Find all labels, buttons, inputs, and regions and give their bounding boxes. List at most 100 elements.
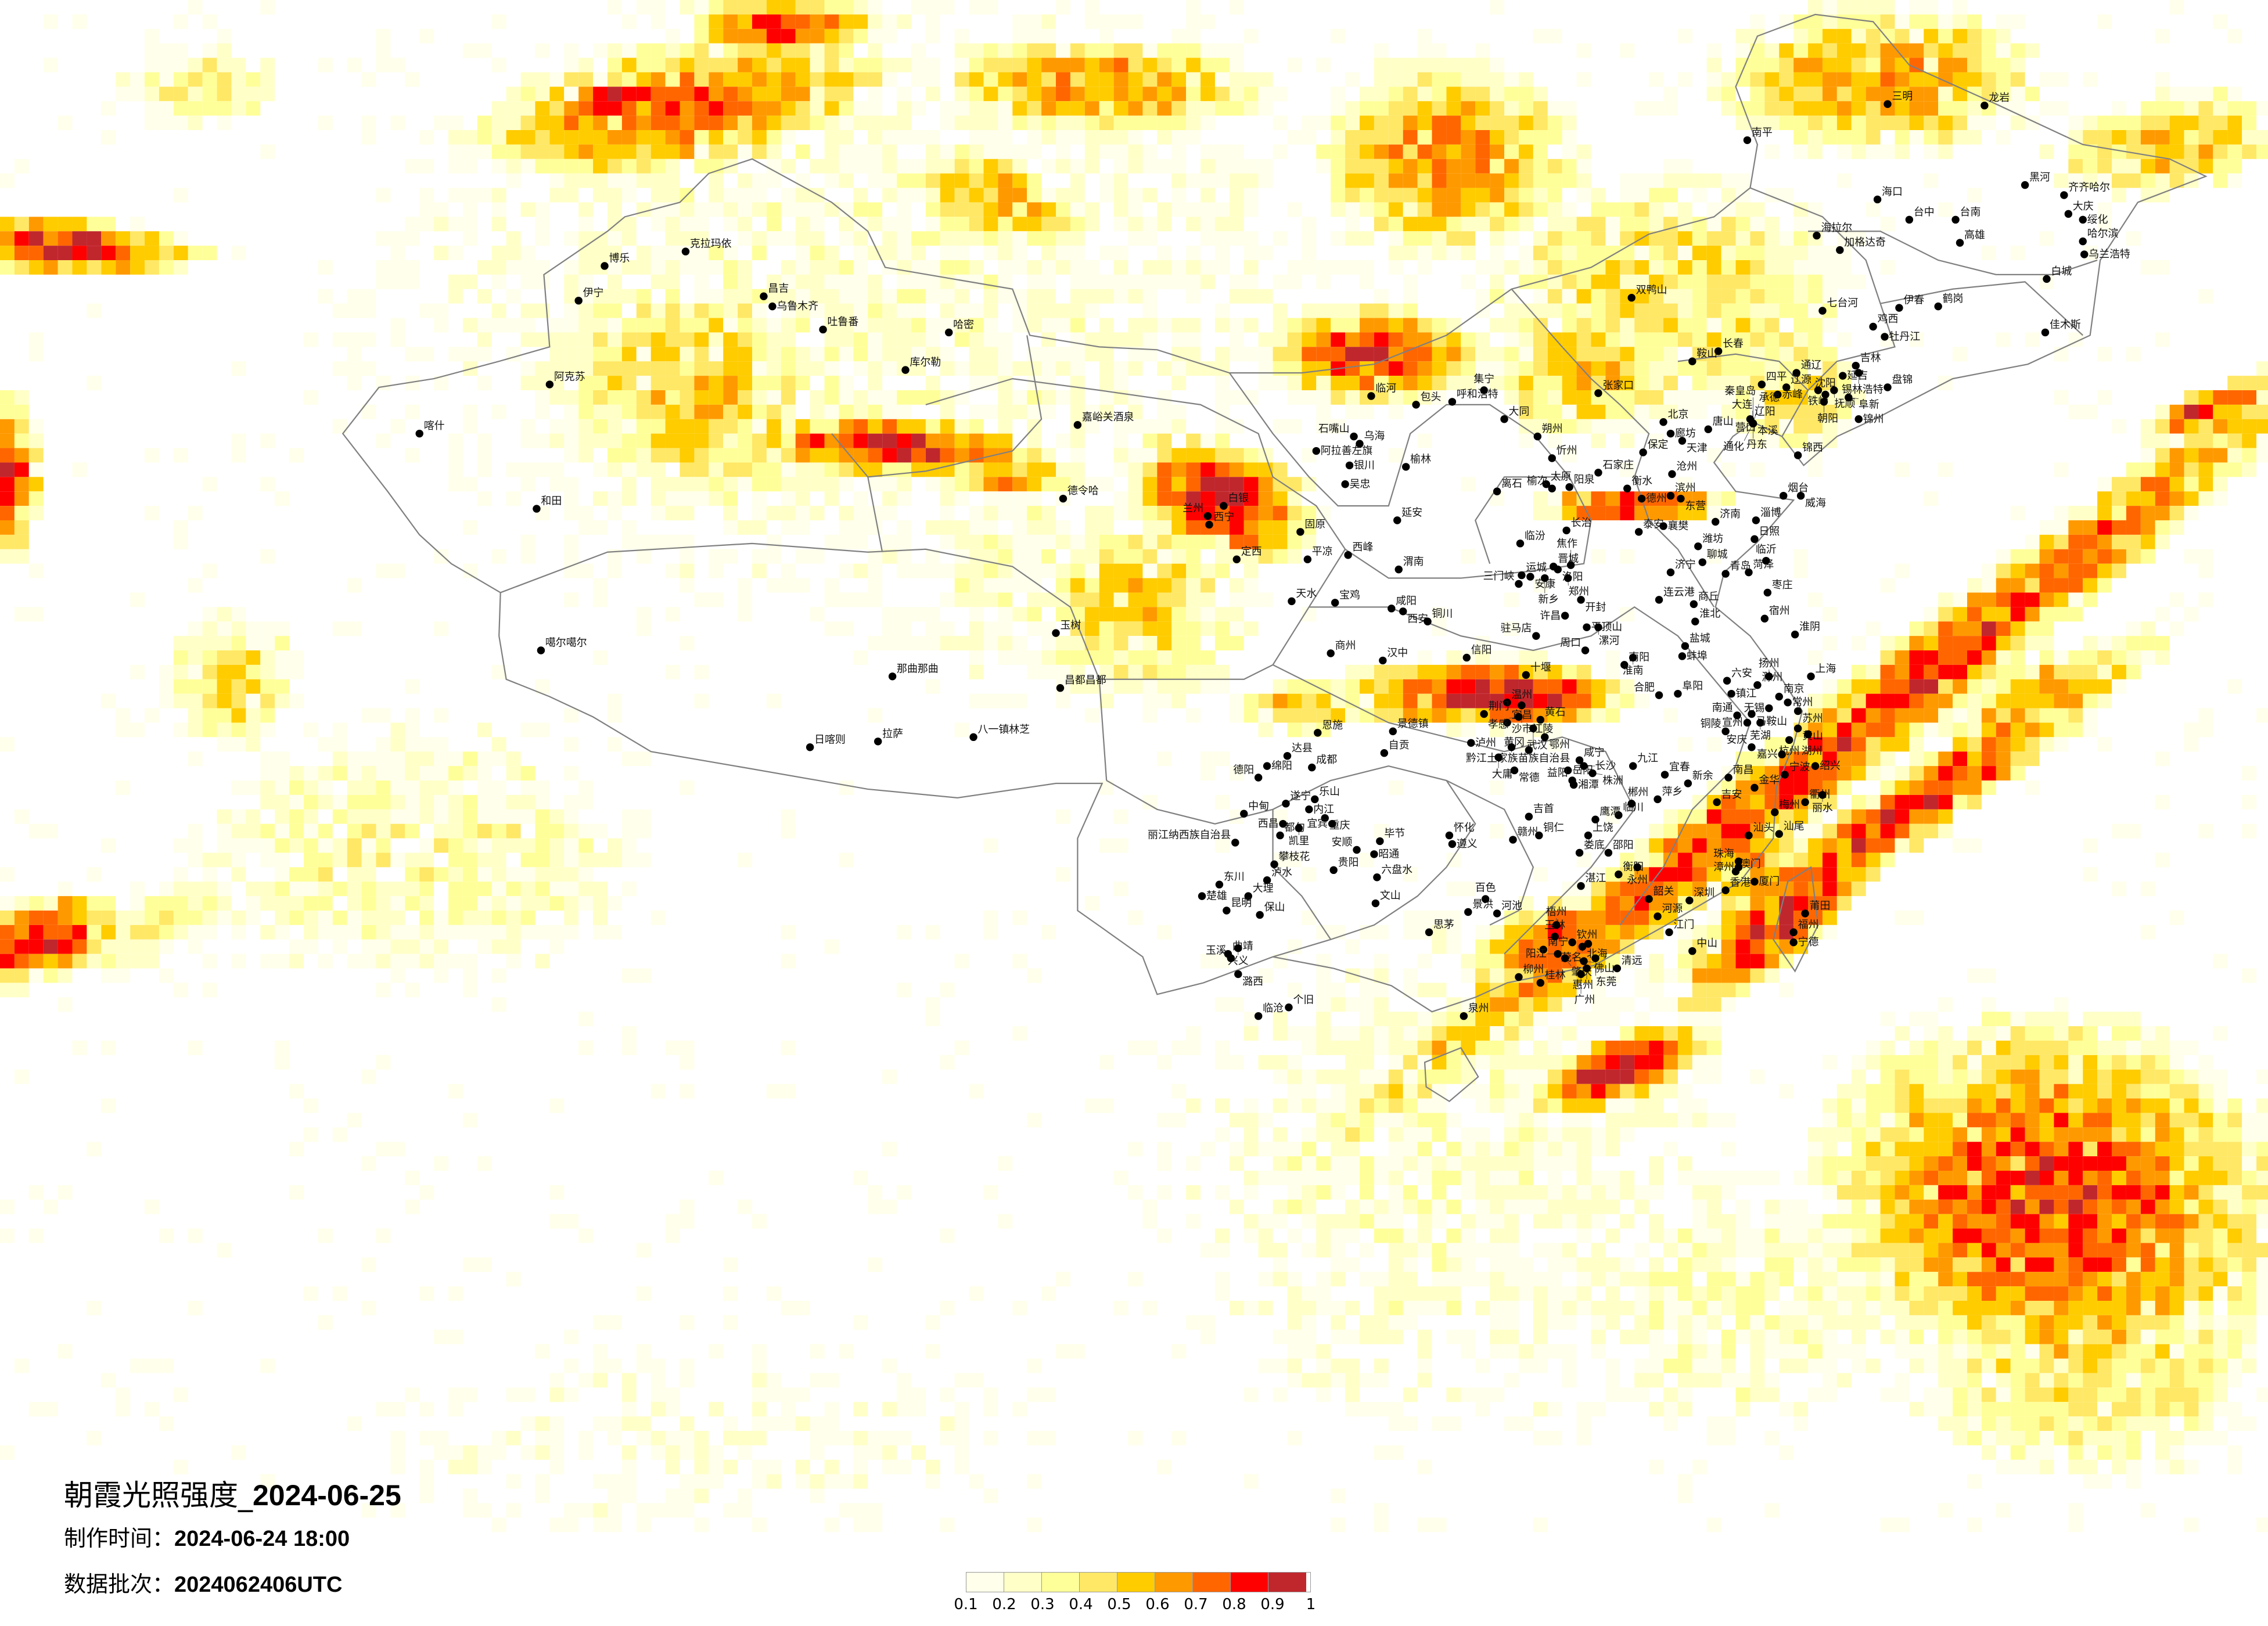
- intensity-cell: [1417, 116, 1432, 130]
- intensity-cell: [231, 72, 246, 87]
- intensity-cell: [723, 246, 738, 260]
- intensity-cell: [709, 448, 724, 463]
- intensity-cell: [1432, 202, 1447, 217]
- intensity-cell: [332, 924, 347, 940]
- intensity-cell: [1171, 274, 1187, 289]
- intensity-cell: [1273, 144, 1288, 159]
- intensity-cell: [983, 246, 998, 260]
- intensity-cell: [43, 911, 58, 925]
- intensity-cell: [246, 737, 261, 752]
- intensity-cell: [188, 578, 203, 593]
- intensity-cell: [1967, 794, 1982, 810]
- intensity-cell: [1981, 116, 1996, 130]
- intensity-cell: [1808, 318, 1823, 333]
- intensity-cell: [1070, 664, 1085, 679]
- intensity-cell: [535, 838, 550, 853]
- intensity-cell: [998, 636, 1013, 650]
- intensity-cell: [1461, 708, 1476, 723]
- intensity-cell: [882, 231, 897, 246]
- intensity-cell: [882, 433, 897, 448]
- intensity-cell: [1084, 116, 1099, 130]
- intensity-cell: [159, 911, 174, 925]
- intensity-cell: [824, 621, 839, 636]
- intensity-cell: [2083, 708, 2098, 723]
- intensity-cell: [925, 636, 940, 650]
- intensity-cell: [1475, 347, 1490, 362]
- intensity-cell: [72, 911, 87, 925]
- intensity-cell: [1533, 28, 1548, 44]
- intensity-cell: [1273, 231, 1288, 246]
- intensity-cell: [549, 116, 565, 130]
- intensity-cell: [1214, 72, 1230, 87]
- intensity-cell: [477, 809, 492, 824]
- intensity-cell: [1374, 130, 1389, 145]
- intensity-cell: [578, 246, 594, 260]
- intensity-cell: [1692, 997, 1707, 1012]
- intensity-cell: [520, 332, 535, 347]
- intensity-cell: [1605, 303, 1620, 318]
- intensity-cell: [564, 924, 579, 940]
- intensity-cell: [1403, 693, 1418, 708]
- intensity-cell: [1822, 0, 1837, 15]
- intensity-cell: [969, 130, 984, 145]
- intensity-cell: [1764, 332, 1780, 347]
- intensity-cell: [940, 361, 955, 376]
- intensity-cell: [1201, 766, 1215, 780]
- intensity-cell: [0, 390, 15, 405]
- intensity-cell: [1576, 173, 1591, 188]
- intensity-cell: [650, 116, 666, 130]
- intensity-cell: [1201, 116, 1215, 130]
- intensity-cell: [477, 144, 492, 159]
- intensity-cell: [1620, 303, 1635, 318]
- intensity-cell: [1764, 911, 1780, 925]
- intensity-cell: [1374, 1041, 1389, 1055]
- intensity-cell: [332, 766, 347, 780]
- intensity-cell: [434, 751, 449, 767]
- intensity-cell: [535, 722, 550, 738]
- intensity-cell: [810, 506, 825, 520]
- intensity-cell: [665, 491, 680, 506]
- intensity-cell: [2126, 549, 2141, 564]
- intensity-cell: [824, 592, 839, 607]
- intensity-cell: [1750, 246, 1765, 260]
- intensity-cell: [998, 404, 1013, 419]
- intensity-cell: [607, 318, 622, 333]
- intensity-cell: [969, 520, 984, 535]
- intensity-cell: [246, 708, 261, 723]
- intensity-cell: [1012, 549, 1027, 564]
- intensity-cell: [1201, 534, 1215, 549]
- intensity-cell: [1649, 318, 1663, 333]
- intensity-cell: [1403, 173, 1418, 188]
- intensity-cell: [2213, 159, 2228, 174]
- intensity-cell: [434, 823, 449, 839]
- intensity-cell: [376, 896, 391, 911]
- intensity-cell: [390, 766, 405, 780]
- intensity-cell: [723, 260, 738, 275]
- intensity-cell: [376, 780, 391, 795]
- intensity-cell: [116, 924, 131, 940]
- intensity-cell: [1490, 173, 1505, 188]
- intensity-cell: [1518, 101, 1533, 116]
- intensity-cell: [57, 246, 73, 260]
- intensity-cell: [275, 823, 290, 839]
- intensity-cell: [1070, 274, 1085, 289]
- intensity-cell: [1113, 72, 1128, 87]
- intensity-cell: [1764, 939, 1780, 954]
- intensity-cell: [419, 939, 434, 954]
- intensity-cell: [1041, 650, 1056, 665]
- intensity-cell: [1750, 202, 1765, 217]
- intensity-cell: [188, 246, 203, 260]
- intensity-cell: [983, 693, 998, 708]
- intensity-cell: [1157, 664, 1172, 679]
- intensity-cell: [1836, 87, 1852, 102]
- intensity-cell: [882, 361, 897, 376]
- intensity-cell: [1432, 173, 1447, 188]
- intensity-cell: [1562, 911, 1577, 925]
- intensity-cell: [173, 911, 188, 925]
- intensity-cell: [275, 636, 290, 650]
- intensity-cell: [1446, 924, 1461, 940]
- intensity-cell: [1186, 87, 1201, 102]
- intensity-cell: [868, 173, 883, 188]
- intensity-cell: [1360, 159, 1374, 174]
- intensity-cell: [954, 43, 969, 58]
